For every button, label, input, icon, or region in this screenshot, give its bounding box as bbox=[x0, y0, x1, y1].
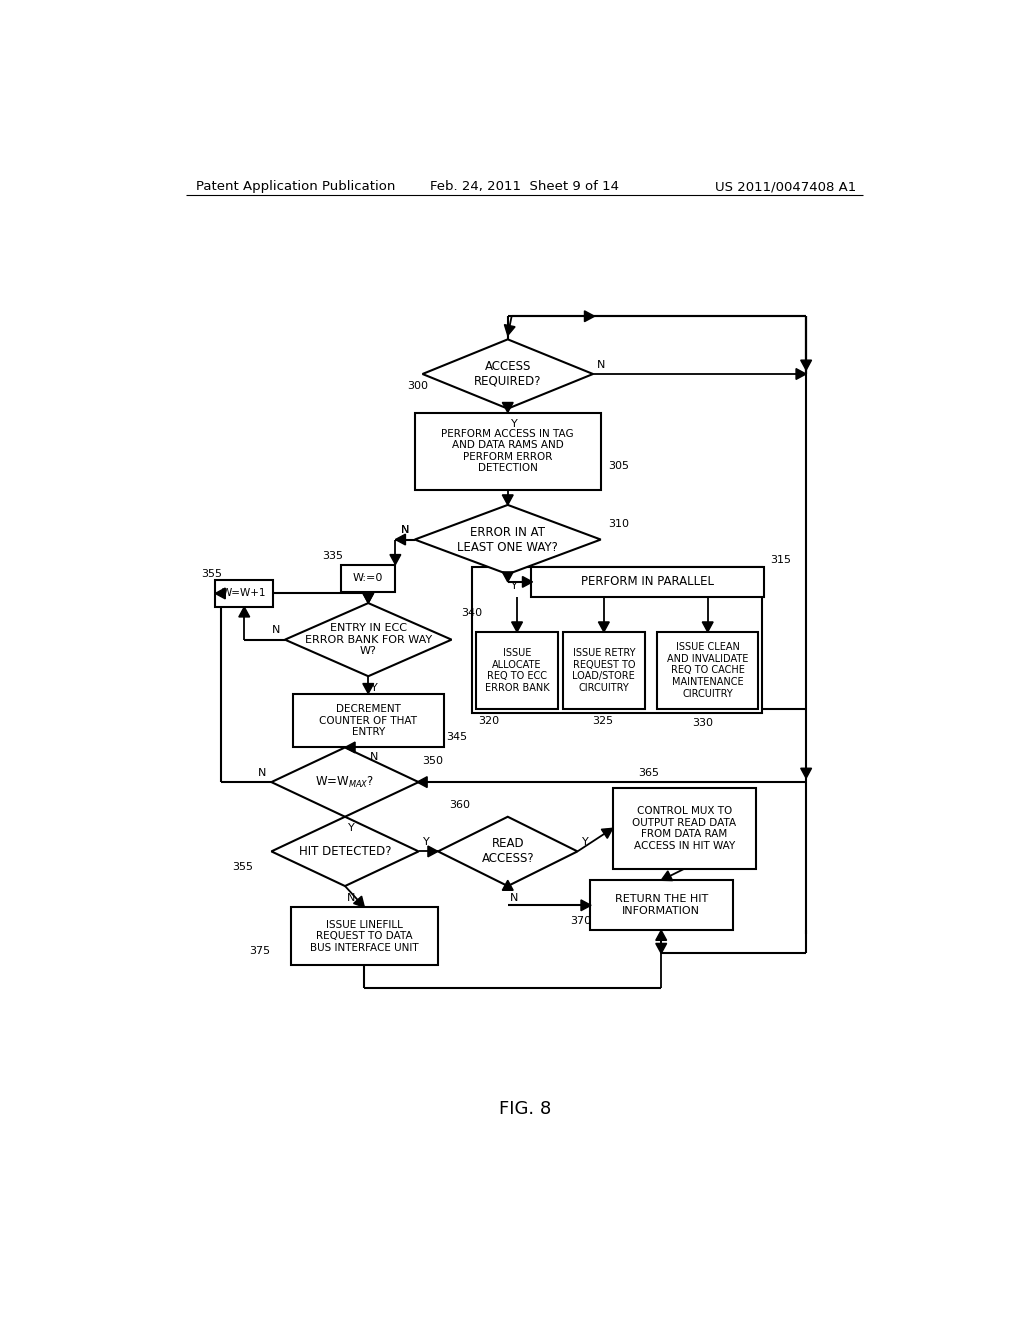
Text: 300: 300 bbox=[407, 380, 428, 391]
Polygon shape bbox=[415, 506, 601, 574]
Text: HIT DETECTED?: HIT DETECTED? bbox=[299, 845, 391, 858]
Bar bbox=[341, 565, 395, 591]
Polygon shape bbox=[503, 403, 513, 412]
Text: 350: 350 bbox=[423, 755, 443, 766]
Polygon shape bbox=[353, 896, 365, 907]
Bar bbox=[657, 632, 758, 709]
Polygon shape bbox=[271, 817, 419, 886]
Bar bbox=[215, 579, 273, 607]
Polygon shape bbox=[801, 360, 812, 370]
Text: CONTROL MUX TO
OUTPUT READ DATA
FROM DATA RAM
ACCESS IN HIT WAY: CONTROL MUX TO OUTPUT READ DATA FROM DAT… bbox=[633, 807, 736, 850]
Text: US 2011/0047408 A1: US 2011/0047408 A1 bbox=[715, 181, 856, 194]
Polygon shape bbox=[801, 768, 812, 779]
Text: Y: Y bbox=[511, 418, 517, 429]
Text: ISSUE LINEFILL
REQUEST TO DATA
BUS INTERFACE UNIT: ISSUE LINEFILL REQUEST TO DATA BUS INTER… bbox=[310, 920, 419, 953]
Polygon shape bbox=[239, 607, 250, 616]
Polygon shape bbox=[796, 368, 806, 379]
Text: W=W+1: W=W+1 bbox=[222, 589, 266, 598]
Bar bbox=[612, 788, 756, 869]
Text: PERFORM IN PARALLEL: PERFORM IN PARALLEL bbox=[581, 576, 714, 589]
Polygon shape bbox=[215, 589, 225, 599]
Text: ERROR IN AT
LEAST ONE WAY?: ERROR IN AT LEAST ONE WAY? bbox=[458, 525, 558, 553]
Polygon shape bbox=[271, 747, 419, 817]
Text: ISSUE
ALLOCATE
REQ TO ECC
ERROR BANK: ISSUE ALLOCATE REQ TO ECC ERROR BANK bbox=[484, 648, 549, 693]
Text: Y: Y bbox=[348, 824, 354, 833]
Text: ISSUE RETRY
REQUEST TO
LOAD/STORE
CIRCUITRY: ISSUE RETRY REQUEST TO LOAD/STORE CIRCUI… bbox=[572, 648, 635, 693]
Text: DECREMENT
COUNTER OF THAT
ENTRY: DECREMENT COUNTER OF THAT ENTRY bbox=[319, 704, 417, 737]
Text: 305: 305 bbox=[608, 462, 630, 471]
Polygon shape bbox=[362, 684, 374, 693]
Polygon shape bbox=[512, 622, 522, 632]
Text: 345: 345 bbox=[445, 733, 467, 742]
Polygon shape bbox=[585, 312, 595, 322]
Polygon shape bbox=[503, 880, 513, 890]
Text: Feb. 24, 2011  Sheet 9 of 14: Feb. 24, 2011 Sheet 9 of 14 bbox=[430, 181, 620, 194]
Text: 375: 375 bbox=[250, 946, 270, 957]
Polygon shape bbox=[503, 572, 513, 582]
Bar bbox=[291, 907, 438, 965]
Text: 335: 335 bbox=[322, 552, 343, 561]
Bar bbox=[415, 412, 601, 490]
Text: N: N bbox=[347, 892, 355, 903]
Text: N: N bbox=[271, 626, 280, 635]
Text: 320: 320 bbox=[478, 715, 500, 726]
Text: 325: 325 bbox=[592, 715, 613, 726]
Polygon shape bbox=[655, 944, 667, 953]
Polygon shape bbox=[438, 817, 578, 886]
Text: N: N bbox=[597, 360, 605, 370]
Text: ISSUE CLEAN
AND INVALIDATE
REQ TO CACHE
MAINTENANCE
CIRCUITRY: ISSUE CLEAN AND INVALIDATE REQ TO CACHE … bbox=[667, 643, 749, 698]
Text: PERFORM ACCESS IN TAG
AND DATA RAMS AND
PERFORM ERROR
DETECTION: PERFORM ACCESS IN TAG AND DATA RAMS AND … bbox=[441, 429, 574, 474]
Text: 330: 330 bbox=[692, 718, 713, 727]
Polygon shape bbox=[581, 900, 591, 911]
Text: 370: 370 bbox=[569, 916, 591, 925]
Text: N: N bbox=[371, 751, 379, 762]
Text: 315: 315 bbox=[770, 556, 791, 565]
Text: N: N bbox=[401, 525, 410, 536]
Polygon shape bbox=[601, 829, 612, 838]
Bar bbox=[531, 566, 764, 598]
Text: Y: Y bbox=[511, 581, 517, 591]
Text: N: N bbox=[401, 525, 410, 536]
Polygon shape bbox=[362, 593, 374, 603]
Text: Y: Y bbox=[582, 837, 589, 847]
Polygon shape bbox=[417, 776, 427, 788]
Polygon shape bbox=[522, 577, 532, 587]
Text: FIG. 8: FIG. 8 bbox=[499, 1101, 551, 1118]
Text: ACCESS
REQUIRED?: ACCESS REQUIRED? bbox=[474, 360, 542, 388]
Polygon shape bbox=[345, 742, 355, 752]
Text: W:=0: W:=0 bbox=[353, 573, 383, 583]
Text: Y: Y bbox=[371, 682, 378, 693]
Polygon shape bbox=[395, 535, 406, 545]
Polygon shape bbox=[285, 603, 452, 676]
Polygon shape bbox=[655, 931, 667, 940]
Bar bbox=[472, 566, 762, 713]
Polygon shape bbox=[702, 622, 713, 632]
Bar bbox=[476, 632, 558, 709]
Polygon shape bbox=[505, 325, 515, 335]
Text: N: N bbox=[510, 892, 518, 903]
Text: 340: 340 bbox=[461, 607, 482, 618]
Text: N: N bbox=[258, 768, 266, 777]
Polygon shape bbox=[662, 871, 673, 880]
Bar bbox=[590, 880, 733, 931]
Text: READ
ACCESS?: READ ACCESS? bbox=[481, 837, 535, 866]
Polygon shape bbox=[362, 593, 374, 603]
Text: 310: 310 bbox=[608, 519, 630, 529]
Text: ENTRY IN ECC
ERROR BANK FOR WAY
W?: ENTRY IN ECC ERROR BANK FOR WAY W? bbox=[305, 623, 432, 656]
Text: Patent Application Publication: Patent Application Publication bbox=[197, 181, 395, 194]
Text: 355: 355 bbox=[202, 569, 222, 579]
Polygon shape bbox=[423, 339, 593, 409]
Text: 355: 355 bbox=[232, 862, 254, 871]
Text: 365: 365 bbox=[638, 768, 659, 777]
Text: W=W$_{MAX}$?: W=W$_{MAX}$? bbox=[315, 775, 375, 789]
Text: Y: Y bbox=[423, 837, 430, 847]
Text: RETURN THE HIT
INFORMATION: RETURN THE HIT INFORMATION bbox=[614, 895, 708, 916]
Polygon shape bbox=[390, 554, 400, 565]
Polygon shape bbox=[503, 495, 513, 506]
Bar bbox=[293, 693, 443, 747]
Text: 360: 360 bbox=[450, 800, 471, 810]
Polygon shape bbox=[428, 846, 438, 857]
Polygon shape bbox=[598, 622, 609, 632]
Bar bbox=[563, 632, 644, 709]
